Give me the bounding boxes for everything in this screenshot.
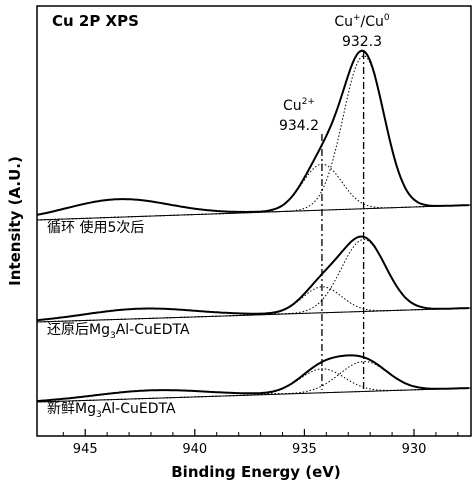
x-tick-label-945: 945 <box>73 442 98 457</box>
series-label-cycled: 循环 使用5次后 <box>47 219 144 236</box>
x-axis-title: Binding Energy (eV) <box>171 463 341 481</box>
series-label-fresh: 新鲜Mg3Al-CuEDTA <box>47 401 176 420</box>
annotation-cu2plus: Cu2+ 934.2 <box>279 97 319 134</box>
svg-text:Cu+/Cu0: Cu+/Cu0 <box>334 13 390 30</box>
plot-frame <box>36 5 472 437</box>
envelope-series-2 <box>36 354 469 402</box>
component-series-2-1 <box>36 368 469 403</box>
annotation-cuplus-sup2: 0 <box>384 13 390 23</box>
component-series-0-0 <box>36 55 469 221</box>
annotation-cu2plus-main: Cu <box>283 98 302 114</box>
component-series-2-2 <box>36 387 469 402</box>
annotation-cuplus-sup: + <box>353 13 361 23</box>
chart-title: Cu 2P XPS <box>52 12 139 30</box>
component-series-1-0 <box>36 238 469 323</box>
envelope-series-0 <box>36 49 469 216</box>
annotation-cuplus-main: Cu <box>334 14 353 30</box>
component-series-1-1 <box>36 286 469 323</box>
x-tick-label-940: 940 <box>182 442 207 457</box>
svg-text:Cu2+: Cu2+ <box>283 97 315 114</box>
x-tick-label-935: 935 <box>292 442 317 457</box>
envelope-series-1 <box>36 235 469 322</box>
series-label-reduced: 还原后Mg3Al-CuEDTA <box>47 322 190 341</box>
spectra <box>36 49 472 403</box>
annotation-cu2plus-sup: 2+ <box>302 97 315 107</box>
annotation-cuplus-mid: /Cu <box>361 14 384 30</box>
x-axis-ticks: 945 940 935 930 <box>62 429 459 457</box>
reference-lines <box>321 52 365 390</box>
annotation-cuplus-cu0: Cu+/Cu0 932.3 <box>334 13 390 50</box>
x-tick-label-930: 930 <box>402 442 427 457</box>
annotation-cu2plus-value: 934.2 <box>279 118 319 134</box>
annotation-cuplus-value: 932.3 <box>342 34 382 50</box>
component-series-1-2 <box>36 307 469 321</box>
y-axis-title: Intensity (A.U.) <box>6 156 24 286</box>
